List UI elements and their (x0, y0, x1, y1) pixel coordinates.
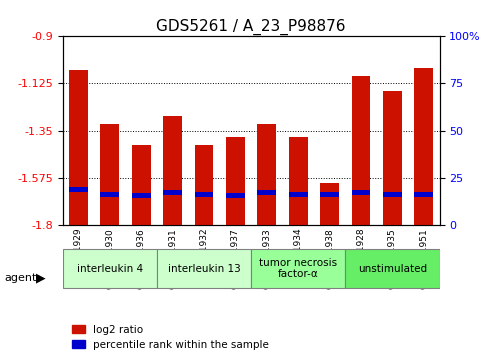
Bar (100, 192, 119, 197)
Bar (69, 70, 88, 225)
FancyBboxPatch shape (345, 249, 440, 288)
FancyBboxPatch shape (63, 249, 157, 288)
Bar (163, 190, 182, 195)
Bar (132, 193, 151, 198)
Bar (132, 145, 151, 225)
Text: agent: agent (5, 273, 37, 283)
FancyBboxPatch shape (251, 249, 345, 288)
Bar (257, 125, 276, 225)
Bar (226, 193, 245, 198)
Bar (352, 190, 370, 195)
Bar (100, 125, 119, 225)
Bar (69, 187, 88, 192)
Legend: log2 ratio, percentile rank within the sample: log2 ratio, percentile rank within the s… (68, 321, 273, 354)
Text: ▶: ▶ (36, 271, 46, 284)
Bar (414, 192, 433, 197)
Text: interleukin 13: interleukin 13 (168, 264, 241, 274)
Bar (383, 192, 402, 197)
Bar (320, 183, 339, 225)
Bar (414, 68, 433, 225)
Bar (320, 192, 339, 197)
Title: GDS5261 / A_23_P98876: GDS5261 / A_23_P98876 (156, 19, 346, 35)
Bar (195, 145, 213, 225)
Text: unstimulated: unstimulated (358, 264, 427, 274)
Text: tumor necrosis
factor-α: tumor necrosis factor-α (259, 258, 337, 280)
Bar (163, 116, 182, 225)
Bar (383, 91, 402, 225)
Bar (226, 137, 245, 225)
Text: interleukin 4: interleukin 4 (77, 264, 143, 274)
Bar (352, 76, 370, 225)
FancyBboxPatch shape (157, 249, 251, 288)
Bar (257, 190, 276, 195)
Bar (289, 137, 308, 225)
Bar (289, 192, 308, 197)
Bar (195, 192, 213, 197)
